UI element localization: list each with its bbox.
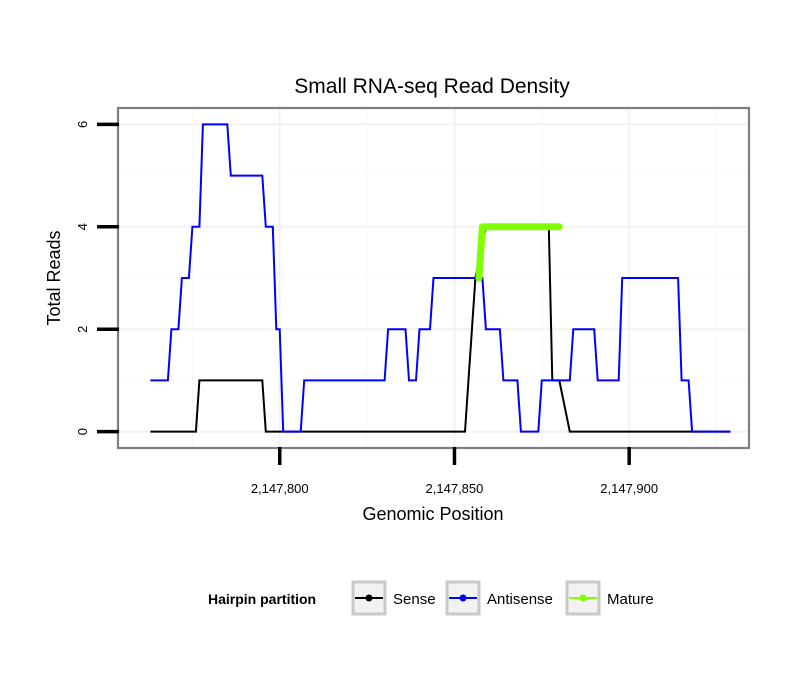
y-axis-ticks: 0 2 4 6 <box>75 121 119 435</box>
legend-label-sense: Sense <box>393 591 436 608</box>
y-tick-label: 2 <box>75 326 90 333</box>
x-tick-label: 2,147,800 <box>251 481 309 496</box>
x-tick-label: 2,147,900 <box>600 481 658 496</box>
legend-key-point-sense <box>365 594 373 602</box>
legend-key-point-antisense <box>459 594 467 602</box>
legend-label-antisense: Antisense <box>487 591 553 608</box>
x-axis-ticks: 2,147,800 2,147,850 2,147,900 <box>251 447 658 496</box>
legend-key-point-mature <box>579 594 587 602</box>
chart-title: Small RNA-seq Read Density <box>294 75 570 98</box>
y-tick-label: 4 <box>75 223 90 230</box>
x-tick-label: 2,147,850 <box>426 481 484 496</box>
y-tick-label: 0 <box>75 428 90 435</box>
series-group <box>150 123 731 433</box>
y-tick-label: 6 <box>75 121 90 128</box>
legend-label-mature: Mature <box>607 591 654 608</box>
y-axis-title: Total Reads <box>44 230 64 325</box>
series-point-mature <box>475 274 483 282</box>
series-line-mature <box>475 223 563 282</box>
legend: Hairpin partition Sense Antisense Mature <box>208 580 654 616</box>
x-axis-title: Genomic Position <box>362 504 503 524</box>
panel-border <box>116 106 751 450</box>
legend-title: Hairpin partition <box>208 591 316 607</box>
series-line-antisense <box>150 123 731 433</box>
